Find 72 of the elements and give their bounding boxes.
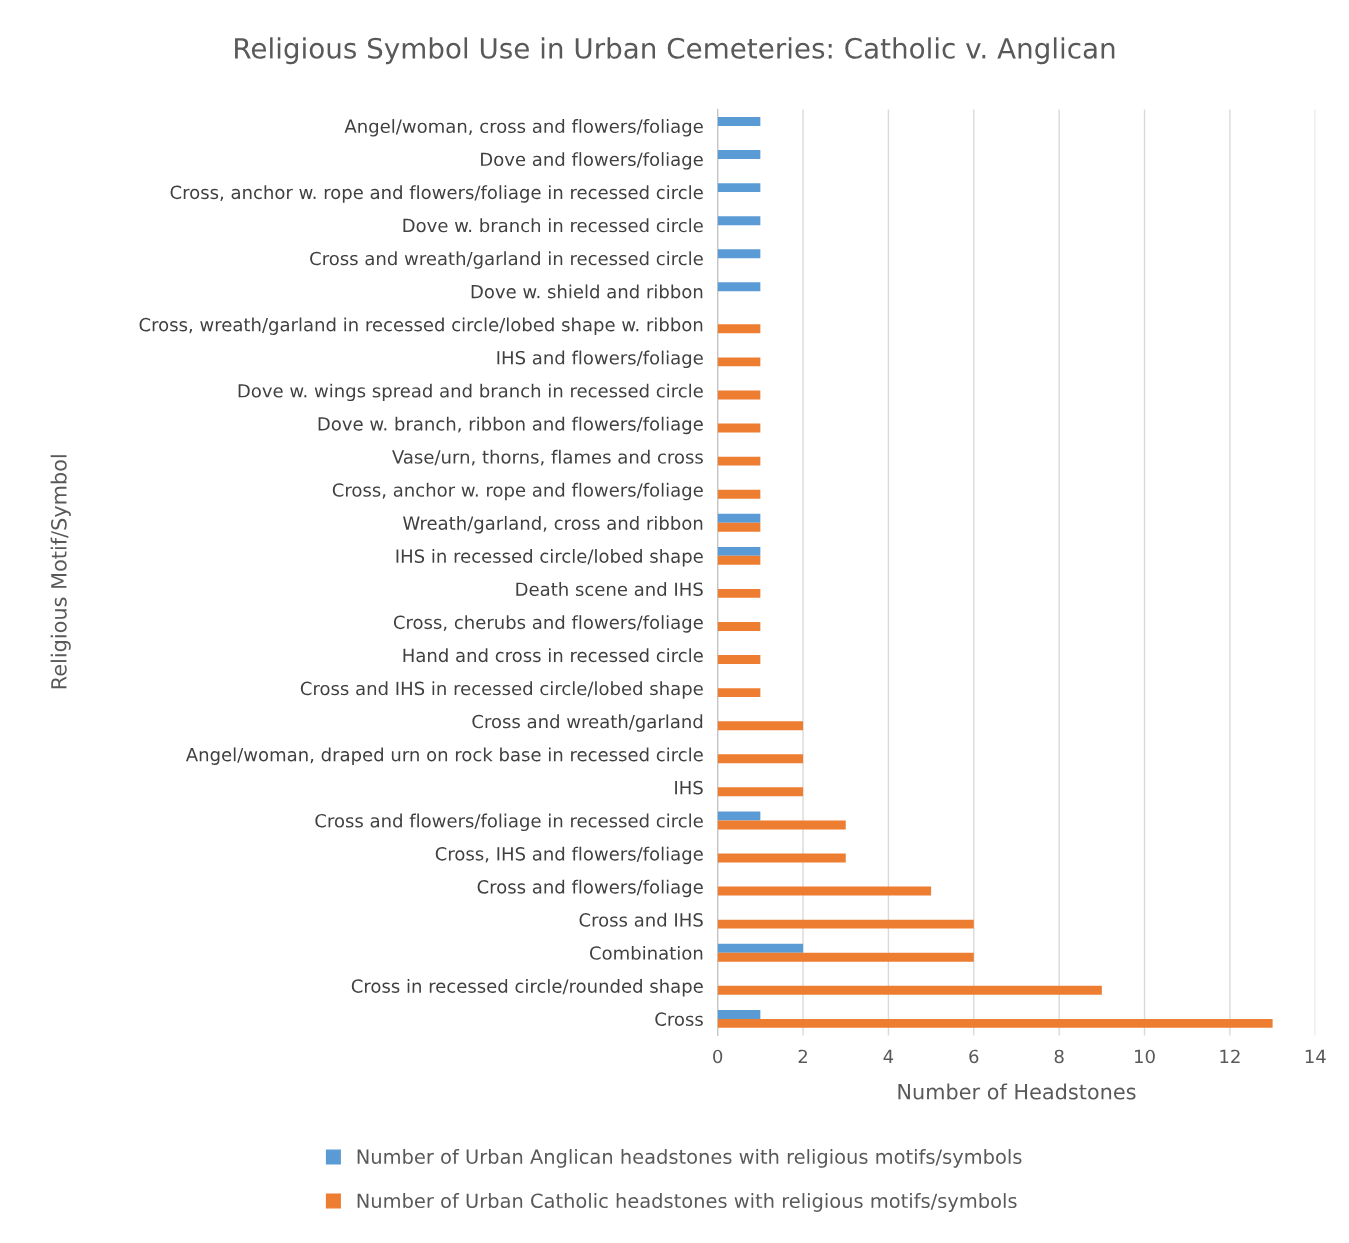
- bar: [717, 150, 761, 159]
- y-tick-label: Death scene and IHS: [516, 582, 703, 597]
- x-tick-label: 14: [1305, 1049, 1326, 1064]
- bar: [717, 820, 846, 830]
- y-tick-label: Cross and wreath/garland: [472, 714, 703, 732]
- bar: [717, 787, 804, 797]
- bar: [717, 282, 761, 292]
- bar: [717, 489, 761, 499]
- bar: [717, 952, 974, 962]
- chart-title: Religious Symbol Use in Urban Cemeteries: Catholic v. Anglican: [235, 37, 1115, 65]
- y-tick-label: Wreath/garland, cross and ribbon: [403, 515, 703, 534]
- y-tick-label: Vase/urn, thorns, flames and cross: [392, 449, 703, 466]
- bar: [717, 456, 761, 466]
- y-tick-label: Combination: [589, 945, 703, 960]
- x-tick-label: 2: [798, 1049, 807, 1064]
- x-tick-label: 10: [1135, 1049, 1155, 1064]
- x-tick-label: 6: [969, 1049, 979, 1064]
- bar: [717, 943, 804, 953]
- bar: [717, 249, 761, 259]
- y-tick-label: Dove w. branch, ribbon and flowers/foliage: [318, 416, 703, 435]
- bar: [717, 522, 761, 532]
- bar: [717, 116, 761, 126]
- legend-label: Number of Urban Catholic headstones with religious motifs/symbols: [357, 1193, 1017, 1212]
- bar: [717, 588, 761, 598]
- y-tick-label: Cross, IHS and flowers/foliage: [435, 846, 703, 865]
- bar: [717, 555, 761, 565]
- y-tick-label: IHS in recessed circle/lobed shape: [396, 549, 703, 567]
- y-tick-label: Dove w. wings spread and branch in recessed circle: [238, 383, 703, 402]
- bar: [717, 1018, 1273, 1028]
- y-tick-label: Cross and flowers/foliage in recessed circle: [315, 813, 703, 832]
- bar: [717, 1009, 761, 1019]
- bar: [717, 183, 761, 193]
- y-tick-label: IHS: [675, 780, 703, 795]
- y-tick-label: Dove w. branch in recessed circle: [403, 218, 703, 233]
- y-tick-label: Angel/woman, cross and flowers/foliage: [344, 119, 703, 137]
- y-tick-label: Cross, anchor w. rope and flowers/foliage: [332, 482, 703, 501]
- y-tick-label: Cross and IHS: [579, 912, 703, 927]
- y-axis-title: Religious Motif/Symbol: [50, 455, 71, 689]
- y-tick-label: Cross: [655, 1012, 703, 1026]
- y-tick-label: Angel/woman, draped urn on rock base in recessed circle: [185, 747, 703, 765]
- y-tick-label: Cross and wreath/garland in recessed circle: [310, 251, 703, 269]
- y-tick-label: Cross, wreath/garland in recessed circle/lobed shape w. ribbon: [139, 317, 703, 335]
- y-tick-label: Hand and cross in recessed circle: [403, 648, 703, 663]
- bar: [717, 886, 932, 896]
- bar: [717, 754, 804, 764]
- bar: [717, 546, 761, 556]
- bar: [717, 853, 846, 863]
- y-tick-label: Dove w. shield and ribbon: [471, 284, 703, 299]
- y-tick-label: Cross, anchor w. rope and flowers/foliage in recessed circle: [170, 185, 703, 203]
- bar: [717, 919, 974, 929]
- y-tick-label: Cross, cherubs and flowers/foliage: [393, 615, 703, 633]
- y-tick-label: IHS and flowers/foliage: [497, 350, 703, 369]
- bar: [717, 655, 761, 665]
- x-tick-label: 0: [713, 1049, 723, 1064]
- bar: [717, 622, 761, 631]
- y-tick-label: Dove and flowers/foliage: [481, 152, 703, 170]
- y-tick-label: Cross and IHS in recessed circle/lobed shape: [300, 681, 703, 699]
- bar: [717, 324, 761, 334]
- x-tick-label: 12: [1220, 1049, 1240, 1064]
- bar: [717, 357, 761, 367]
- bar: [717, 721, 804, 731]
- y-tick-label: Cross in recessed circle/rounded shape: [351, 978, 703, 997]
- bar: [717, 688, 761, 698]
- bar: [717, 216, 761, 226]
- bar: [717, 985, 1102, 995]
- legend-label: Number of Urban Anglican headstones with religious motifs/symbols: [357, 1148, 1022, 1168]
- bar: [717, 513, 761, 523]
- bar: [717, 423, 761, 433]
- x-tick-label: 4: [883, 1049, 894, 1064]
- x-axis-title: Number of Headstones: [898, 1083, 1136, 1100]
- x-tick-label: 8: [1054, 1049, 1064, 1064]
- y-tick-label: Cross and flowers/foliage: [477, 879, 703, 898]
